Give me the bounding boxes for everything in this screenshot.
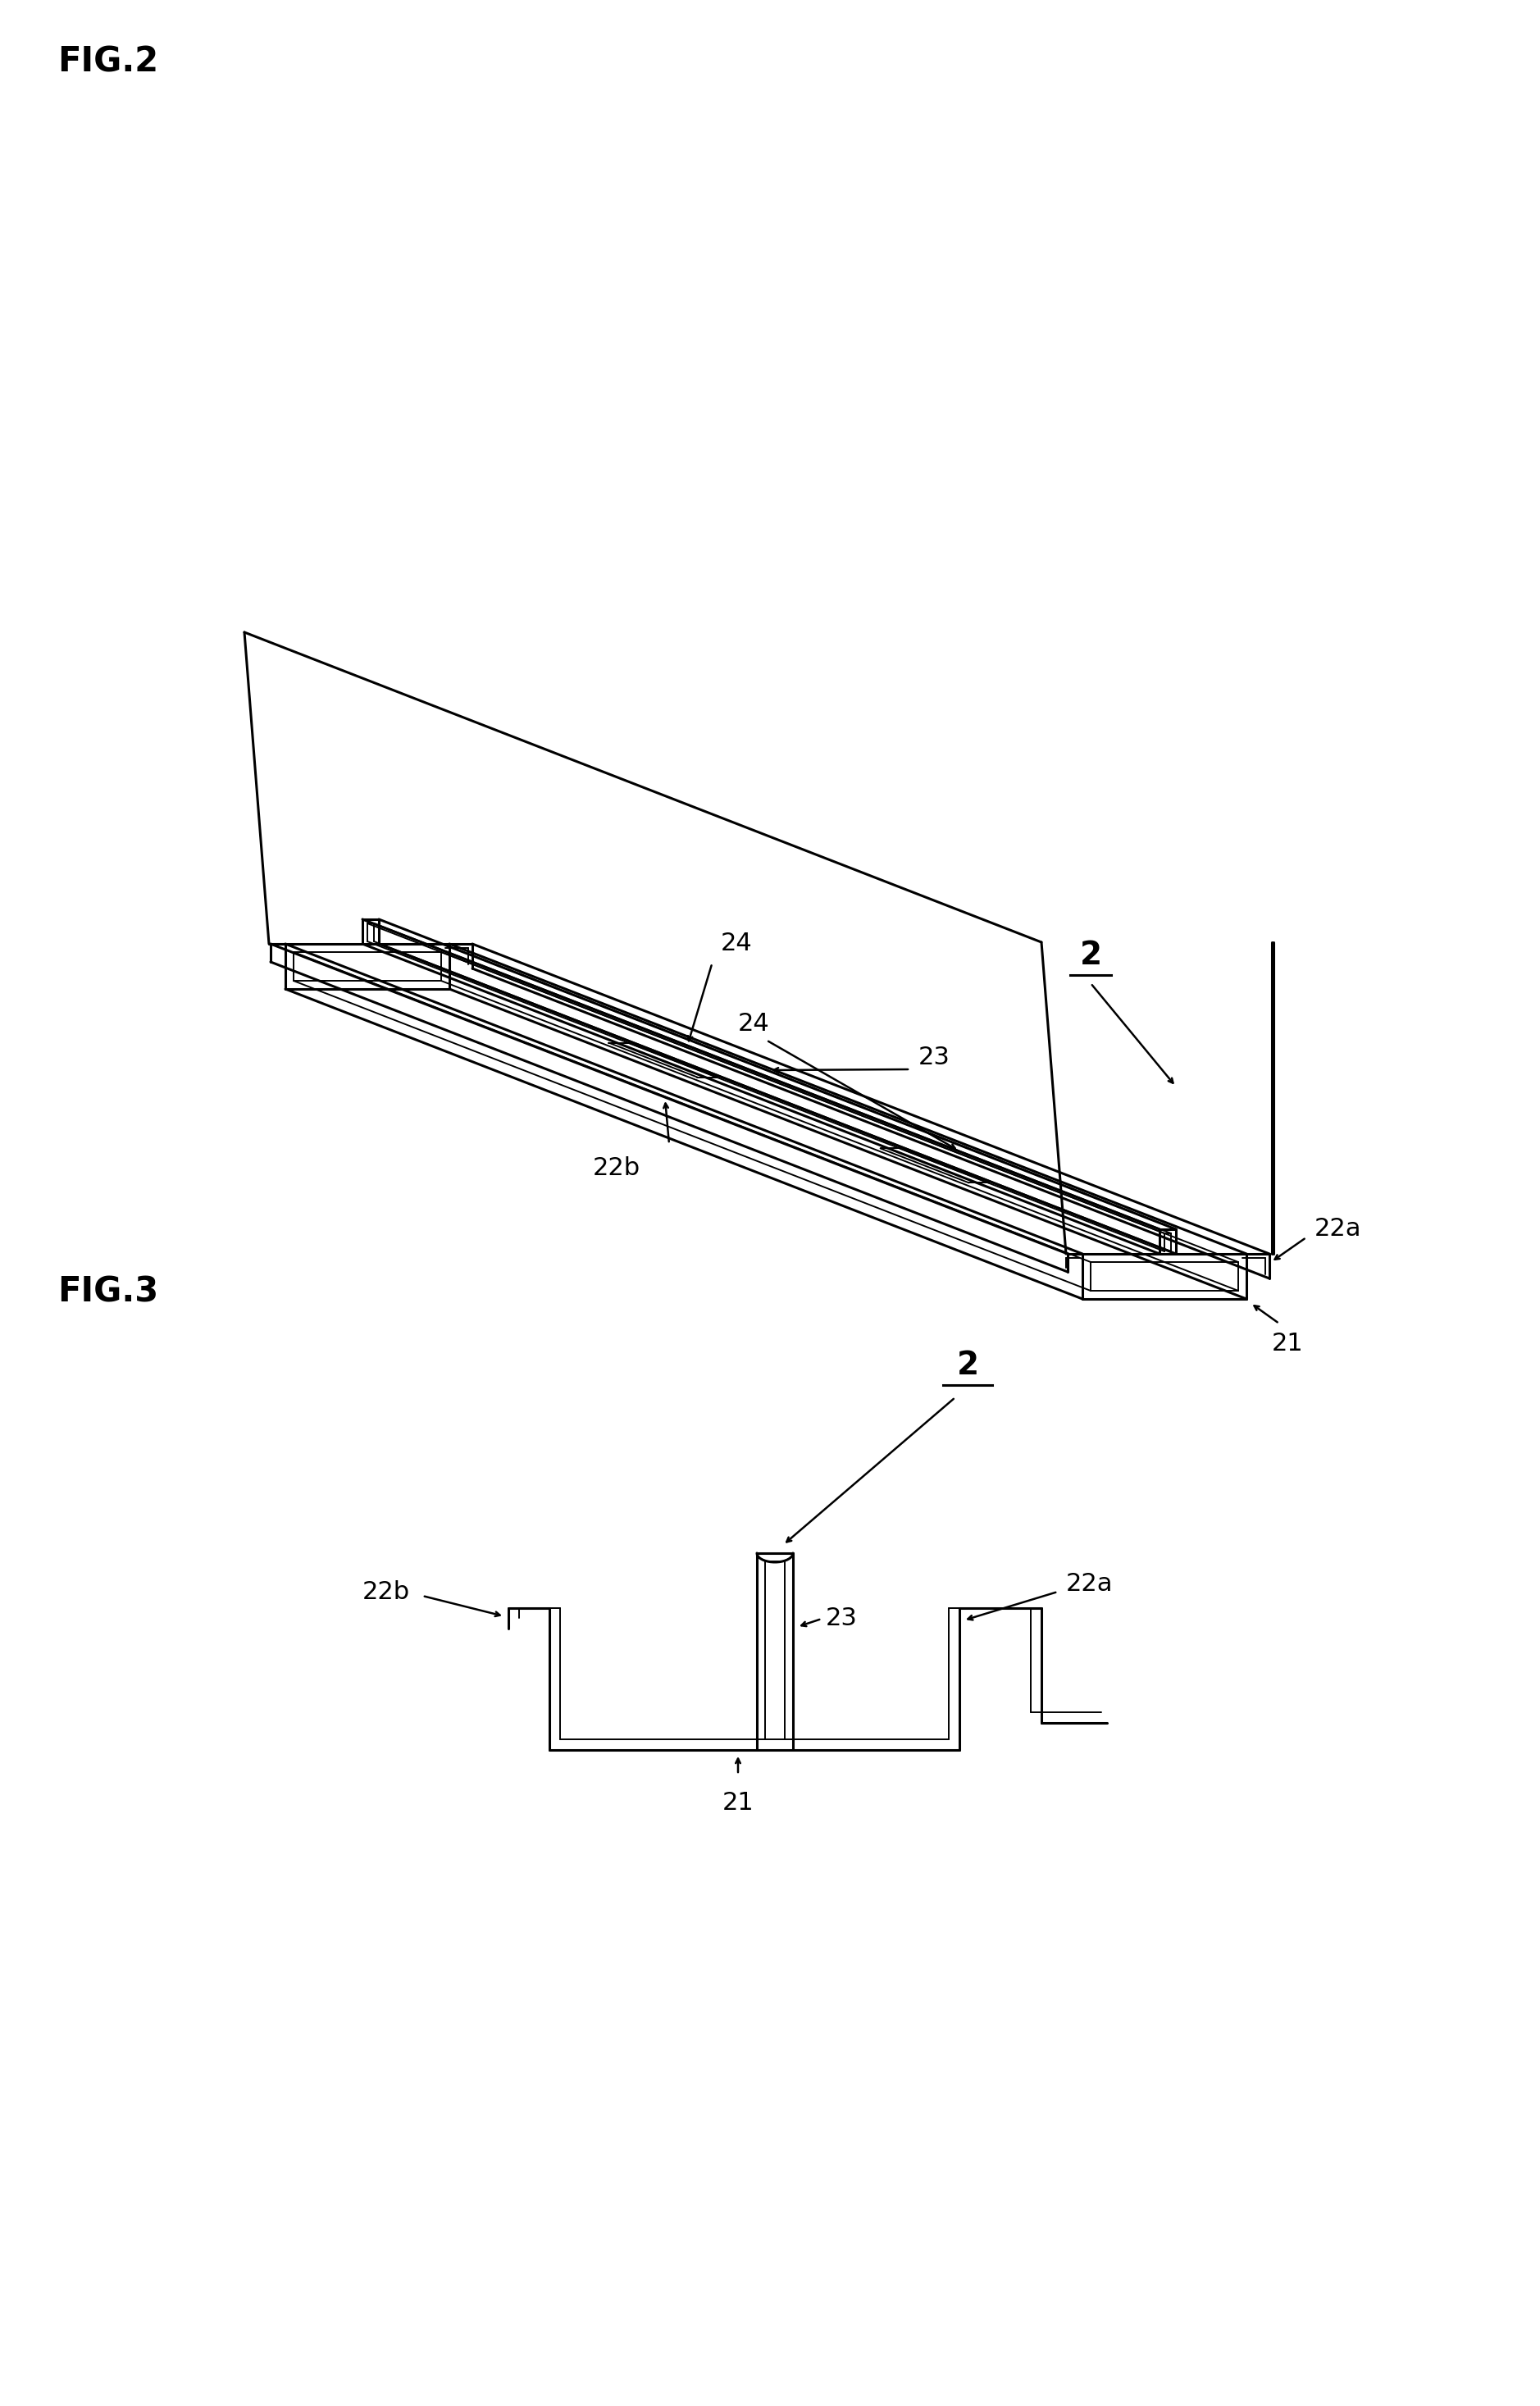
Text: 23: 23 (825, 1607, 858, 1631)
Text: 22b: 22b (593, 1157, 641, 1179)
Text: 21: 21 (1272, 1333, 1303, 1355)
Text: 22a: 22a (1315, 1217, 1361, 1241)
Text: 24: 24 (738, 1013, 770, 1037)
Text: 22b: 22b (362, 1581, 410, 1602)
Text: 22a: 22a (1066, 1571, 1113, 1595)
Text: 2: 2 (956, 1350, 979, 1381)
Text: 23: 23 (918, 1047, 950, 1068)
Text: 2: 2 (1080, 941, 1101, 972)
Text: 24: 24 (721, 931, 752, 955)
Text: FIG.3: FIG.3 (57, 1275, 159, 1309)
Text: FIG.2: FIG.2 (57, 43, 159, 79)
Text: 21: 21 (722, 1790, 755, 1814)
